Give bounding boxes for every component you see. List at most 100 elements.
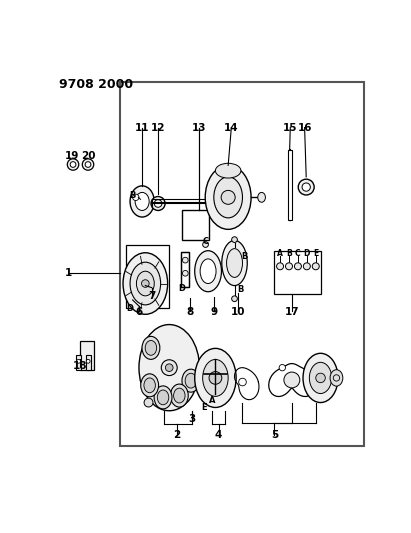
- Circle shape: [277, 263, 284, 270]
- Bar: [80, 341, 95, 370]
- Ellipse shape: [144, 378, 155, 393]
- Ellipse shape: [141, 374, 159, 397]
- Text: 13: 13: [192, 123, 207, 133]
- Circle shape: [77, 359, 81, 363]
- Text: 9: 9: [210, 307, 217, 317]
- Circle shape: [279, 365, 286, 371]
- Text: B: B: [129, 191, 136, 200]
- Bar: [126, 245, 169, 308]
- Ellipse shape: [303, 353, 338, 402]
- Ellipse shape: [195, 349, 236, 407]
- Text: 1: 1: [65, 268, 72, 278]
- Text: 17: 17: [284, 307, 299, 317]
- Ellipse shape: [309, 362, 332, 393]
- Ellipse shape: [203, 359, 228, 397]
- Bar: [182, 209, 209, 240]
- Ellipse shape: [214, 177, 242, 218]
- Circle shape: [298, 179, 314, 195]
- Circle shape: [303, 263, 310, 270]
- Ellipse shape: [142, 336, 160, 359]
- Circle shape: [82, 159, 94, 170]
- Text: 11: 11: [135, 123, 150, 133]
- Circle shape: [70, 161, 76, 167]
- Text: E: E: [313, 249, 319, 258]
- Ellipse shape: [195, 251, 222, 292]
- Text: D: D: [126, 304, 133, 313]
- Ellipse shape: [226, 248, 242, 277]
- Text: D: D: [304, 249, 310, 258]
- Text: C: C: [203, 237, 209, 246]
- Ellipse shape: [171, 384, 188, 407]
- Ellipse shape: [145, 341, 157, 356]
- Ellipse shape: [222, 240, 247, 286]
- Ellipse shape: [157, 390, 169, 405]
- Ellipse shape: [182, 369, 200, 392]
- Text: B: B: [286, 249, 292, 258]
- Bar: [120, 83, 364, 446]
- Text: D: D: [178, 285, 185, 293]
- Text: 5: 5: [271, 430, 278, 440]
- Circle shape: [165, 364, 173, 372]
- Ellipse shape: [154, 386, 172, 409]
- Ellipse shape: [135, 192, 149, 211]
- Text: 18: 18: [73, 361, 87, 370]
- Text: 8: 8: [186, 307, 194, 317]
- Circle shape: [239, 378, 246, 386]
- Circle shape: [182, 270, 188, 276]
- Ellipse shape: [330, 370, 343, 386]
- Ellipse shape: [200, 259, 216, 284]
- Circle shape: [154, 200, 162, 207]
- Text: B: B: [238, 285, 244, 294]
- Text: 15: 15: [283, 123, 298, 133]
- Circle shape: [85, 161, 91, 167]
- Circle shape: [151, 197, 165, 211]
- Circle shape: [284, 372, 300, 388]
- Text: 19: 19: [65, 151, 79, 161]
- Circle shape: [133, 194, 139, 200]
- Circle shape: [302, 183, 310, 191]
- Text: E: E: [201, 403, 206, 413]
- Text: 14: 14: [224, 123, 239, 133]
- Text: C: C: [295, 249, 301, 258]
- Ellipse shape: [123, 253, 168, 314]
- Bar: [288, 150, 291, 220]
- Circle shape: [232, 237, 238, 243]
- Text: 2: 2: [173, 430, 181, 440]
- Ellipse shape: [139, 325, 199, 411]
- Ellipse shape: [205, 165, 251, 229]
- Circle shape: [144, 398, 153, 407]
- Circle shape: [203, 241, 208, 247]
- Circle shape: [141, 280, 149, 287]
- Circle shape: [221, 190, 235, 204]
- Ellipse shape: [258, 192, 266, 202]
- Text: 7: 7: [148, 291, 155, 301]
- Bar: [181, 252, 189, 287]
- Bar: [76, 356, 81, 370]
- Text: A: A: [209, 396, 215, 405]
- Circle shape: [286, 263, 293, 270]
- Text: 20: 20: [81, 151, 95, 161]
- Bar: [181, 252, 189, 287]
- Text: 3: 3: [188, 414, 195, 424]
- Circle shape: [182, 257, 188, 263]
- Circle shape: [232, 296, 238, 302]
- Circle shape: [316, 373, 326, 383]
- Ellipse shape: [136, 271, 154, 296]
- Text: A: A: [277, 249, 283, 258]
- Circle shape: [86, 359, 90, 363]
- Text: 9708 2000: 9708 2000: [59, 78, 133, 91]
- Ellipse shape: [185, 373, 196, 388]
- Ellipse shape: [173, 388, 185, 403]
- Text: 4: 4: [215, 430, 222, 440]
- Bar: [86, 356, 90, 370]
- Text: 12: 12: [151, 123, 165, 133]
- Text: 6: 6: [135, 307, 143, 317]
- Ellipse shape: [130, 262, 161, 305]
- Text: 10: 10: [231, 307, 245, 317]
- Circle shape: [67, 159, 79, 170]
- Ellipse shape: [130, 186, 154, 217]
- Circle shape: [161, 360, 177, 376]
- Circle shape: [209, 372, 222, 384]
- Text: B: B: [241, 252, 247, 261]
- Circle shape: [294, 263, 301, 270]
